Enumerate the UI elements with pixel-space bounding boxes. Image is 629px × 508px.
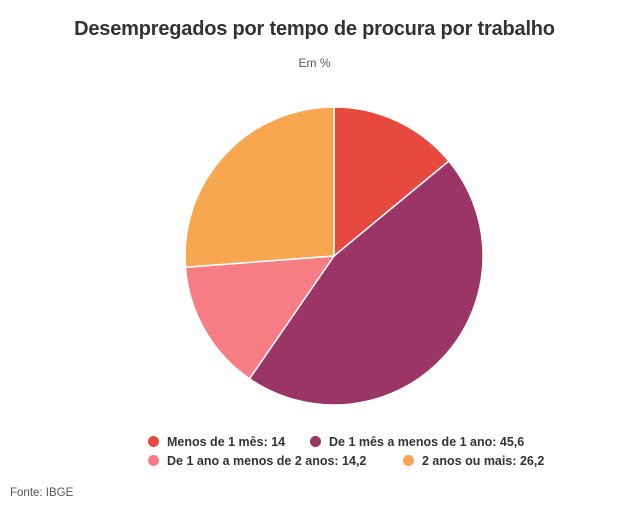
pie-slice-4[interactable] — [185, 107, 334, 267]
legend-swatch-menos-1-mes — [148, 436, 159, 447]
legend-label-1-ano-2-anos: De 1 ano a menos de 2 anos: 14,2 — [167, 454, 366, 468]
legend-swatch-1-ano-2-anos — [148, 455, 159, 466]
pie-chart — [0, 0, 629, 430]
legend-item-1-ano-2-anos[interactable]: De 1 ano a menos de 2 anos: 14,2 — [148, 454, 403, 468]
legend-item-2-anos-ou-mais[interactable]: 2 anos ou mais: 26,2 — [403, 454, 544, 468]
legend-item-menos-1-mes[interactable]: Menos de 1 mês: 14 — [148, 435, 310, 449]
legend-label-2-anos-ou-mais: 2 anos ou mais: 26,2 — [422, 454, 544, 468]
legend-item-1-mes-1-ano[interactable]: De 1 mês a menos de 1 ano: 45,6 — [310, 435, 524, 449]
legend-row-2: De 1 ano a menos de 2 anos: 14,2 2 anos … — [148, 451, 568, 470]
legend: Menos de 1 mês: 14 De 1 mês a menos de 1… — [148, 432, 568, 470]
source-note: Fonte: IBGE — [10, 487, 73, 499]
legend-label-menos-1-mes: Menos de 1 mês: 14 — [167, 435, 285, 449]
legend-label-1-mes-1-ano: De 1 mês a menos de 1 ano: 45,6 — [329, 435, 524, 449]
legend-swatch-2-anos-ou-mais — [403, 455, 414, 466]
legend-row-1: Menos de 1 mês: 14 De 1 mês a menos de 1… — [148, 432, 568, 451]
legend-swatch-1-mes-1-ano — [310, 436, 321, 447]
